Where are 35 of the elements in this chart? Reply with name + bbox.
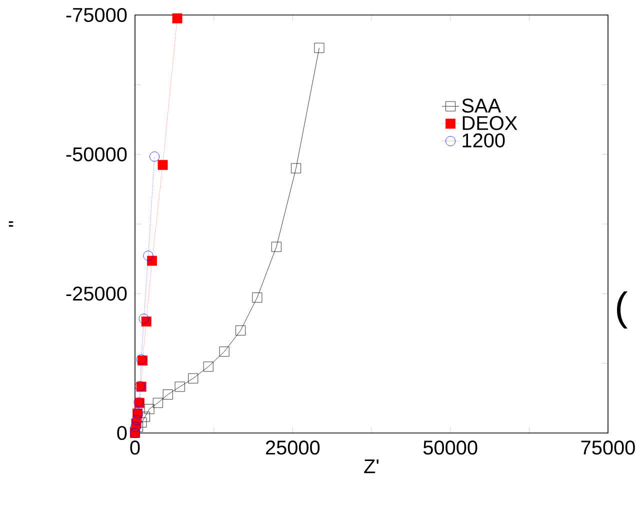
- legend-label: DEOX: [462, 116, 518, 130]
- point: [188, 373, 198, 384]
- point: [147, 256, 158, 266]
- point: [132, 415, 142, 426]
- point: [219, 346, 230, 357]
- point: [236, 325, 246, 336]
- point: [140, 412, 150, 422]
- point: [314, 42, 324, 53]
- y-axis-title: '': [8, 221, 14, 227]
- point: [141, 316, 152, 327]
- y-tick-label: 0: [117, 426, 127, 440]
- x-tick-label: 75000: [581, 440, 635, 455]
- point: [138, 314, 149, 324]
- y-tick-label: -25000: [66, 286, 127, 301]
- point: [150, 152, 160, 162]
- point: [162, 390, 173, 400]
- point: [172, 13, 182, 24]
- x-tick-label: 0: [130, 440, 140, 455]
- x-axis-title: Z': [364, 459, 378, 474]
- x-tick-label: 25000: [266, 440, 320, 455]
- point: [174, 382, 185, 392]
- point: [158, 160, 168, 170]
- point: [271, 242, 282, 252]
- point: [252, 292, 262, 303]
- y-tick-label: -50000: [66, 147, 127, 162]
- legend-label: 1200: [462, 133, 505, 148]
- point: [152, 398, 163, 408]
- y-tick-label: -75000: [66, 8, 127, 22]
- text: (: [616, 291, 628, 329]
- x-tick-label: 50000: [423, 440, 478, 455]
- point: [203, 362, 214, 372]
- point: [291, 163, 301, 174]
- legend-label: SAA: [462, 98, 502, 113]
- point: [144, 404, 154, 414]
- point: [143, 250, 154, 261]
